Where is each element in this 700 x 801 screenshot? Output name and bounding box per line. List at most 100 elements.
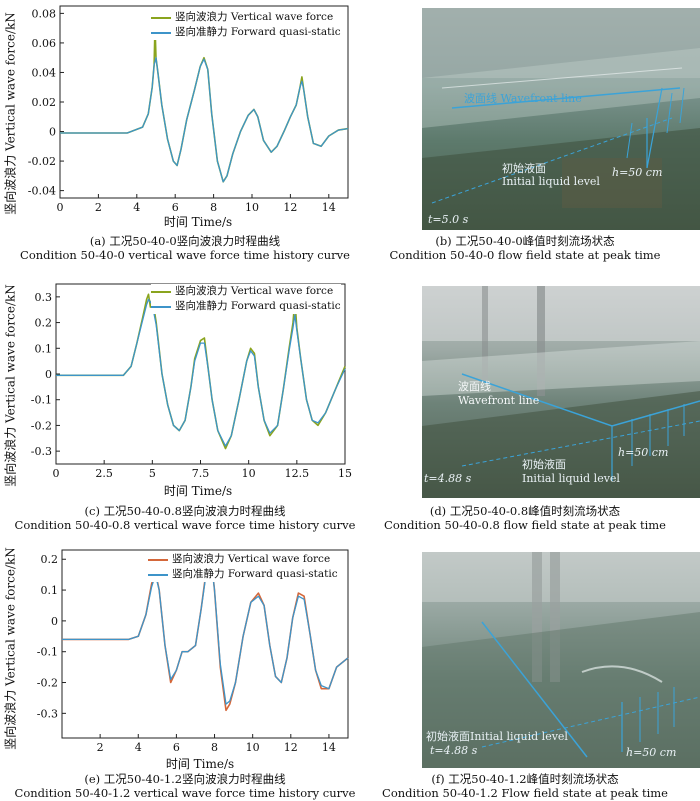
legend-swatch [151, 290, 171, 293]
x-tick-label: 8 [210, 201, 217, 214]
series-line-1 [60, 57, 349, 183]
panel-a: 0 2 4 6 8 10 12 14 -0.04 -0.02 0 0.02 0.04 0.06 0.08 竖… [0, 0, 350, 262]
legend-swatch [151, 16, 171, 19]
x-axis-label: 时间 Time/s [163, 484, 233, 498]
y-tick-label: 0.08 [32, 7, 57, 20]
caption-en: Condition 50-40-1.2 Flow field state at … [382, 786, 668, 800]
wavefront-label: 波面线 Wavefront line [464, 92, 582, 105]
x-tick-label: 4 [135, 741, 142, 754]
y-tick-label: 0.2 [41, 553, 59, 566]
y-tick-label: 0 [45, 368, 52, 381]
chart-e: 2 4 6 8 10 12 14 -0.3 -0.2 -0.1 0 0.1 0.2 [37, 549, 349, 754]
x-tick-label: 2 [95, 201, 102, 214]
x-tick-label: 15 [338, 467, 352, 480]
y-tick-label: -0.04 [28, 185, 56, 198]
series-line-1 [56, 298, 346, 447]
y-axis-label: 竖向波浪力 Vertical wave force/kN [3, 284, 18, 487]
photo-overlay [422, 286, 700, 498]
photo-overlay [422, 8, 700, 230]
y-tick-label: 0.06 [32, 37, 57, 50]
depth-label: h=50 cm [618, 446, 669, 459]
x-tick-label: 2 [97, 741, 104, 754]
time-stamp: t=4.88 s [430, 744, 478, 757]
legend-item: 竖向波浪力 Vertical wave force [148, 552, 338, 567]
legend-a: 竖向波浪力 Vertical wave force 竖向准静力 Forward … [151, 10, 341, 40]
y-tick-label: 0.2 [35, 317, 53, 330]
legend-swatch [151, 31, 171, 34]
caption-cn: (f) 工况50-40-1.2峰值时刻流场状态 [431, 772, 619, 786]
x-tick-label: 5 [149, 467, 156, 480]
chart-a: 0 2 4 6 8 10 12 14 -0.04 -0.02 0 0.02 0.04 0.06 0.08 [28, 5, 349, 214]
depth-label: h=50 cm [626, 746, 677, 759]
y-tick-label: 0.1 [41, 584, 59, 597]
legend-item: 竖向准静力 Forward quasi-static [148, 567, 338, 582]
flow-photo-f: 初始液面Initial liquid level h=50 cm t=4.88 … [422, 552, 700, 768]
y-tick-label: 0.3 [35, 291, 53, 304]
legend-item: 竖向波浪力 Vertical wave force [151, 284, 341, 299]
wavefront-label-cn: 波面线 [458, 380, 491, 393]
y-tick-label: -0.2 [37, 677, 58, 690]
depth-label: h=50 cm [612, 166, 663, 179]
y-tick-label: 0 [51, 615, 58, 628]
y-tick-label: -0.2 [31, 419, 52, 432]
x-tick-label: 12 [283, 201, 297, 214]
wavefront-label-en: Wavefront line [458, 394, 540, 407]
x-tick-label: 14 [322, 741, 336, 754]
caption-cn: (e) 工况50-40-1.2竖向波浪力时程曲线 [84, 772, 286, 786]
legend-e: 竖向波浪力 Vertical wave force 竖向准静力 Forward … [148, 552, 338, 582]
x-tick-label: 12 [284, 741, 298, 754]
liquid-level-label-en: Initial liquid level [522, 472, 620, 485]
liquid-level-label-cn: 初始液面 [522, 458, 566, 471]
x-tick-label: 2.5 [95, 467, 113, 480]
panel-e: 2 4 6 8 10 12 14 -0.3 -0.2 -0.1 0 0.1 0.2 竖向波浪力 Vert… [0, 540, 356, 801]
x-tick-label: 14 [322, 201, 336, 214]
plot-frame [61, 549, 349, 739]
liquid-level-label-cn: 初始液面 [502, 162, 546, 175]
y-tick-label: 0.04 [32, 66, 57, 79]
caption-cn: (c) 工况50-40-0.8竖向波浪力时程曲线 [84, 504, 286, 518]
legend-label: 竖向波浪力 Vertical wave force [172, 553, 331, 565]
photo-overlay [422, 552, 700, 768]
caption-cn: (a) 工况50-40-0竖向波浪力时程曲线 [89, 234, 281, 248]
legend-swatch [151, 305, 171, 308]
x-tick-label: 6 [172, 201, 179, 214]
panel-d: 波面线 Wavefront line 初始液面 Initial liquid l… [350, 272, 700, 534]
y-tick-label: 0.02 [32, 96, 57, 109]
y-tick-label: -0.1 [31, 394, 52, 407]
legend-item: 竖向准静力 Forward quasi-static [151, 299, 341, 314]
legend-label: 竖向准静力 Forward quasi-static [172, 568, 338, 580]
caption-en: Condition 50-40-0 vertical wave force ti… [20, 248, 350, 262]
x-tick-label: 12.5 [285, 467, 310, 480]
time-stamp: t=5.0 s [428, 213, 469, 226]
y-tick-label: 0.1 [35, 342, 53, 355]
liquid-level-label: 初始液面Initial liquid level [426, 730, 568, 743]
time-stamp: t=4.88 s [424, 472, 472, 485]
legend-swatch [148, 558, 168, 561]
y-tick-label: -0.3 [31, 445, 52, 458]
flow-photo-b: 波面线 Wavefront line 初始液面 Initial liquid l… [422, 8, 700, 230]
x-tick-label: 7.5 [192, 467, 210, 480]
caption-cn: (d) 工况50-40-0.8峰值时刻流场状态 [429, 504, 621, 518]
y-tick-label: -0.02 [28, 155, 56, 168]
x-tick-label: 0 [53, 467, 60, 480]
panel-b: 波面线 Wavefront line 初始液面 Initial liquid l… [350, 0, 700, 262]
x-axis-label: 时间 Time/s [163, 215, 233, 229]
y-tick-label: 0 [49, 126, 56, 139]
x-tick-label: 10 [245, 201, 259, 214]
y-tick-label: -0.3 [37, 707, 58, 720]
legend-item: 竖向波浪力 Vertical wave force [151, 10, 341, 25]
x-tick-label: 4 [133, 201, 140, 214]
legend-label: 竖向准静力 Forward quasi-static [175, 26, 341, 38]
caption-en: Condition 50-40-0.8 flow field state at … [384, 518, 666, 532]
x-tick-label: 6 [173, 741, 180, 754]
liquid-level-label-en: Initial liquid level [502, 175, 600, 188]
legend-item: 竖向准静力 Forward quasi-static [151, 25, 341, 40]
y-axis-label: 竖向波浪力 Vertical wave force/kN [3, 12, 18, 215]
x-tick-label: 0 [57, 201, 64, 214]
y-axis-label: 竖向波浪力 Vertical wave force/kN [3, 547, 18, 750]
flow-photo-d: 波面线 Wavefront line 初始液面 Initial liquid l… [422, 286, 700, 498]
caption-cn: (b) 工况50-40-0峰值时刻流场状态 [435, 234, 615, 248]
series-line-1 [62, 555, 349, 705]
panel-f: 初始液面Initial liquid level h=50 cm t=4.88 … [350, 540, 700, 801]
x-axis-label: 时间 Time/s [165, 757, 235, 771]
